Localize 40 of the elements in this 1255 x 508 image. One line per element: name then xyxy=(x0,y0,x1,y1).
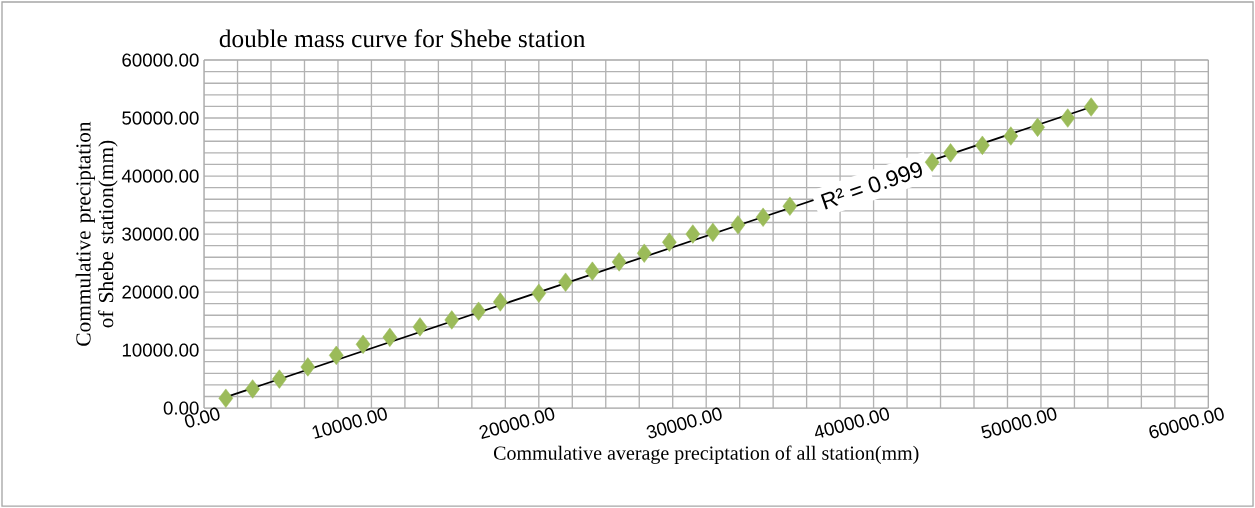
point xyxy=(1030,117,1045,137)
point xyxy=(924,152,940,172)
point xyxy=(382,327,398,347)
point xyxy=(558,272,573,292)
point xyxy=(272,369,287,389)
point xyxy=(943,143,958,163)
point xyxy=(300,357,316,377)
point xyxy=(329,345,344,365)
point xyxy=(685,224,701,244)
point xyxy=(355,334,371,354)
y-axis-title: Commulative preciptation of Shebe station(mm) xyxy=(75,121,118,346)
point xyxy=(471,301,486,321)
annotation: R² = 0.999 xyxy=(820,162,922,210)
point xyxy=(585,261,600,281)
y-tick-label: 30000.00 xyxy=(122,227,199,241)
point xyxy=(493,292,508,312)
x-tick-label: 40000.00 xyxy=(815,407,890,438)
point xyxy=(1060,108,1076,128)
point xyxy=(755,207,771,227)
point xyxy=(1083,97,1099,117)
point xyxy=(636,243,652,263)
point xyxy=(611,252,627,272)
y-tick-label: 40000.00 xyxy=(121,169,199,183)
y-tick-label: 60000.00 xyxy=(122,53,199,67)
y-tick-label: 20000.00 xyxy=(122,285,199,299)
point xyxy=(730,215,746,235)
point xyxy=(782,196,798,216)
point xyxy=(444,310,460,330)
point xyxy=(531,283,547,303)
point xyxy=(245,379,260,399)
x-axis-title: Commulative average preciptation of all station(mm) xyxy=(493,445,919,464)
y-tick-label: 10000.00 xyxy=(122,343,199,357)
y-tick-label: 50000.00 xyxy=(122,111,199,125)
point xyxy=(662,232,677,252)
point xyxy=(218,388,234,408)
point xyxy=(412,317,428,337)
chart-title: double mass curve for Shebe station xyxy=(219,29,586,48)
point xyxy=(975,135,990,155)
point xyxy=(705,222,721,242)
point xyxy=(1003,126,1019,146)
